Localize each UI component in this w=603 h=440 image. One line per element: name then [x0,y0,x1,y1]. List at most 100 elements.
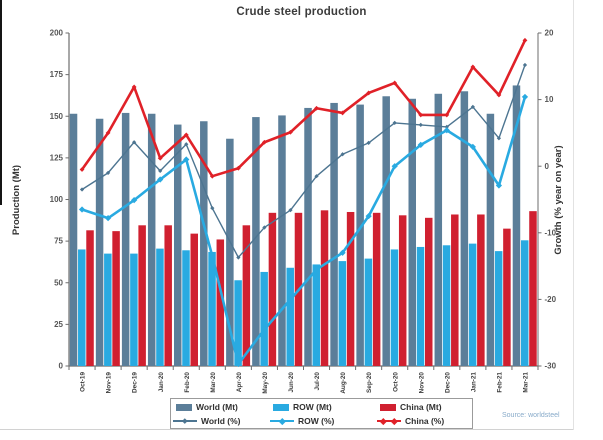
bar [234,280,242,366]
data-point-marker [392,80,398,86]
legend-swatch-world-mt [176,403,192,411]
left-axis-ticks: 0 25 50 75 100 125 150 175 200 [50,29,69,371]
axis-titles: Production (Mt) Growth (% year on year) [11,145,564,254]
line-world---- [79,62,528,260]
data-point-marker [418,112,424,118]
svg-text:Dec-19: Dec-19 [132,372,139,393]
svg-text:Mar-21: Mar-21 [523,372,530,393]
data-point-marker [366,140,371,146]
svg-text:200: 200 [50,29,64,38]
svg-text:100: 100 [50,195,64,204]
svg-text:Jul-20: Jul-20 [314,372,321,391]
svg-text:0: 0 [545,162,550,171]
chart-title: Crude steel production [236,6,367,18]
data-point-marker [288,129,293,135]
svg-text:Feb-20: Feb-20 [184,372,191,393]
bar [216,239,225,366]
bar [529,211,537,366]
data-point-marker [132,140,137,145]
data-point-marker [340,110,345,116]
svg-text:75: 75 [54,237,63,246]
legend-swatch-china-pct [377,417,401,425]
panel-right-border [573,0,574,430]
bars-row--mt- [78,240,529,366]
data-point-marker [210,206,215,211]
svg-text:Jun-20: Jun-20 [288,372,295,393]
legend-item-china-pct: China (%) [377,416,444,426]
data-point-marker [496,92,502,98]
bar [338,261,347,366]
bar [320,210,329,366]
bar [304,107,312,367]
line-row---- [78,93,529,368]
data-point-marker [366,90,372,96]
bar [112,231,120,366]
svg-text:20: 20 [545,29,554,38]
bar [147,113,156,366]
svg-text:Jan-21: Jan-21 [470,372,477,393]
bar [156,248,164,366]
bar [520,240,529,366]
bar [286,267,294,366]
x-axis-labels: Oct-19 Nov-19 Dec-19 Jan-20 Feb-20 Mar-20 Apr-… [80,372,530,394]
data-point-marker [157,176,164,183]
bar [121,112,130,366]
svg-text:Aug-20: Aug-20 [340,372,347,394]
svg-text:-10: -10 [545,228,557,237]
svg-text:Production (Mt): Production (Mt) [11,165,22,235]
svg-text:10: 10 [545,95,554,104]
data-point-marker [313,266,320,273]
data-point-marker [262,139,267,145]
data-point-marker [288,208,293,213]
legend-swatch-row-mt [273,403,289,411]
legend-item-china-mt: China (Mt) [380,402,442,412]
svg-text:May-20: May-20 [262,372,269,394]
legend-swatch-world-pct [173,417,197,425]
bar [416,246,425,366]
svg-text:Dec-20: Dec-20 [444,372,451,393]
bar [208,251,216,366]
bar [69,113,78,366]
bar [190,233,198,366]
svg-text:Feb-21: Feb-21 [497,372,504,393]
bar [78,249,86,366]
svg-text:0: 0 [59,362,64,371]
legend-item-row-pct: ROW (%) [270,416,334,426]
bar [242,225,251,366]
data-point-marker [105,170,111,175]
bar [260,271,268,366]
svg-text:Nov-19: Nov-19 [106,372,113,394]
svg-text:Growth (% year on year): Growth (% year on year) [553,145,564,254]
bar [486,113,495,366]
source-caption: Source: worldsteel [502,412,560,419]
data-point-marker [314,174,319,179]
bar [330,102,338,367]
bar [460,91,469,367]
svg-text:Oct-19: Oct-19 [80,372,87,392]
bar [468,243,477,366]
bar [503,228,511,366]
legend-label: China (Mt) [400,402,442,412]
svg-text:125: 125 [50,153,64,162]
data-point-marker [236,255,241,260]
bar [512,85,521,366]
bar [252,117,260,367]
svg-text:150: 150 [50,112,64,121]
data-point-marker [184,142,189,147]
data-point-marker [314,105,319,111]
bar [408,98,416,366]
legend-item-world-mt: World (Mt) [176,402,238,412]
data-point-marker [261,326,268,333]
bar [442,245,451,366]
legend-item-row-mt: ROW (Mt) [273,402,332,412]
data-point-marker [521,93,529,101]
bar [200,121,208,367]
data-point-marker [496,136,502,141]
bar [278,115,286,366]
data-point-marker [131,197,138,204]
svg-text:Apr-20: Apr-20 [236,372,243,393]
legend-label: World (%) [201,416,241,426]
data-point-marker [444,112,450,118]
